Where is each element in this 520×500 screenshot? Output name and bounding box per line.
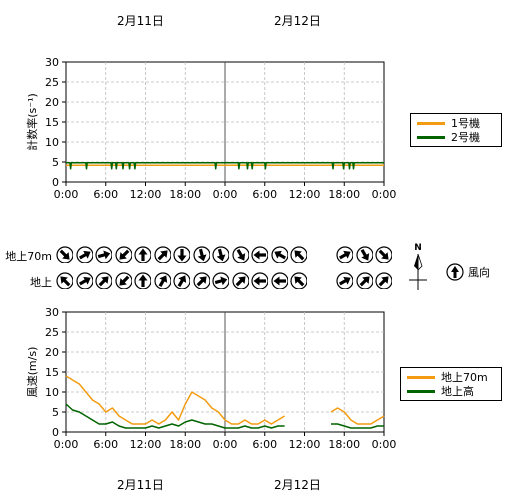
- x-tick-label: 0:00: [54, 188, 79, 201]
- legend-swatch: [417, 121, 445, 125]
- x-tick-label: 0:00: [372, 438, 397, 451]
- legend-swatch: [407, 375, 435, 379]
- y-tick-label: 20: [45, 96, 59, 109]
- wind-arrow-icon: [95, 246, 112, 263]
- x-tick-label: 6:00: [252, 188, 277, 201]
- x-tick-label: 18:00: [328, 188, 360, 201]
- y-tick-label: 30: [45, 56, 59, 69]
- legend-item-ground: 地上高: [407, 384, 495, 398]
- legend-label: 1号機: [451, 117, 480, 130]
- wind-arrow-icon: [56, 246, 73, 263]
- x-tick-label: 12:00: [289, 438, 321, 451]
- wind-row-label-ground: 地上: [30, 276, 52, 289]
- wind-row-ground: [0, 272, 520, 292]
- x-tick-label: 6:00: [93, 188, 118, 201]
- legend-item-1gouki: 1号機: [417, 116, 495, 130]
- wind-arrow-icon: [375, 246, 392, 263]
- bottom-date-2: 2月12日: [274, 478, 321, 492]
- series-line-1: [66, 162, 384, 170]
- x-tick-label: 0:00: [372, 188, 397, 201]
- legend-item-70m: 地上70m: [407, 370, 495, 384]
- legend-label: 地上高: [441, 385, 474, 398]
- wind-arrow-icon: [336, 272, 353, 289]
- x-tick-label: 12:00: [130, 188, 162, 201]
- legend-label: 2号機: [451, 131, 480, 144]
- wind-arrow-icon: [231, 272, 249, 289]
- wind-arrow-icon: [336, 246, 353, 263]
- wind-arrow-icon: [212, 272, 229, 289]
- wind-speed-chart: 0 5 10 15 20 25 30 0:00 6:00 12:00 18:00 0:00 6:00 12…: [26, 306, 397, 451]
- wind-arrow-icon: [355, 246, 373, 263]
- wind-arrow-icon: [114, 246, 132, 263]
- wind-row-label-70m: 地上70m: [5, 250, 52, 263]
- wind-speed-legend: 地上70m 地上高: [400, 367, 502, 401]
- y-axis-label: 計数率(s⁻¹): [25, 93, 39, 151]
- wind-arrow-icon: [153, 272, 171, 289]
- x-tick-label: 12:00: [130, 438, 162, 451]
- wind-arrow-icon: [173, 272, 190, 289]
- wind-arrow-icon: [114, 272, 132, 289]
- wind-arrow-icon: [375, 272, 392, 289]
- y-tick-label: 10: [45, 386, 59, 399]
- y-tick-label: 10: [45, 136, 59, 149]
- wind-arrow-icon: [355, 272, 373, 289]
- wind-arrow-icon: [290, 246, 307, 263]
- series-line-1: [65, 403, 384, 429]
- count-rate-legend: 1号機 2号機: [410, 113, 502, 147]
- wind-arrow-icon: [173, 246, 190, 263]
- north-compass-icon: N: [409, 243, 427, 290]
- wind-arrow-icon: [231, 246, 249, 263]
- legend-swatch: [417, 135, 445, 139]
- wind-arrow-icon: [251, 272, 268, 289]
- legend-label: 地上70m: [441, 371, 488, 384]
- x-tick-label: 6:00: [93, 438, 118, 451]
- legend-swatch: [407, 389, 435, 393]
- y-tick-label: 25: [45, 326, 59, 339]
- x-tick-label: 0:00: [213, 438, 238, 451]
- x-tick-label: 0:00: [54, 438, 79, 451]
- wind-arrow-icon: [134, 246, 151, 263]
- wind-arrow-icon: [75, 246, 93, 263]
- up-arrow-icon: [446, 263, 464, 281]
- wind-arrow-icon: [270, 272, 288, 289]
- y-tick-label: 5: [52, 406, 59, 419]
- wind-arrow-icon: [251, 246, 268, 263]
- wind-arrow-icon: [212, 246, 229, 263]
- x-tick-label: 6:00: [252, 438, 277, 451]
- wind-direction-label: 風向: [468, 266, 490, 279]
- wind-arrow-icon: [75, 272, 93, 289]
- bottom-date-1: 2月11日: [117, 478, 164, 492]
- x-tick-label: 0:00: [213, 188, 238, 201]
- x-tick-label: 18:00: [169, 438, 201, 451]
- wind-arrow-icon: [192, 272, 210, 289]
- y-tick-label: 30: [45, 306, 59, 319]
- y-tick-label: 15: [45, 116, 59, 129]
- wind-arrow-icon: [153, 246, 171, 263]
- y-tick-label: 0: [52, 176, 59, 189]
- legend-item-2gouki: 2号機: [417, 130, 495, 144]
- top-date-1: 2月11日: [117, 14, 164, 28]
- x-tick-label: 18:00: [328, 438, 360, 451]
- y-tick-label: 0: [52, 426, 59, 439]
- top-date-2: 2月12日: [274, 14, 321, 28]
- y-tick-label: 15: [45, 366, 59, 379]
- y-tick-label: 25: [45, 76, 59, 89]
- count-rate-chart: 0 5 10 15 20 25 30 0:00 6:00 12:00 18:00 0:00 6:00 12…: [25, 56, 397, 201]
- north-label: N: [414, 243, 422, 253]
- wind-arrow-icon: [56, 272, 73, 289]
- wind-direction-legend: 風向: [446, 263, 490, 281]
- wind-arrow-icon: [95, 272, 112, 289]
- series-line-0: [65, 375, 385, 425]
- y-tick-label: 5: [52, 156, 59, 169]
- x-tick-label: 18:00: [169, 188, 201, 201]
- wind-arrow-icon: [134, 272, 151, 289]
- wind-arrow-icon: [270, 246, 288, 263]
- wind-row-70m: [0, 246, 520, 266]
- y-tick-label: 20: [45, 346, 59, 359]
- wind-arrow-icon: [290, 272, 307, 289]
- x-tick-label: 12:00: [289, 188, 321, 201]
- wind-arrow-icon: [192, 246, 210, 263]
- y-axis-label: 風速(m/s): [26, 347, 39, 398]
